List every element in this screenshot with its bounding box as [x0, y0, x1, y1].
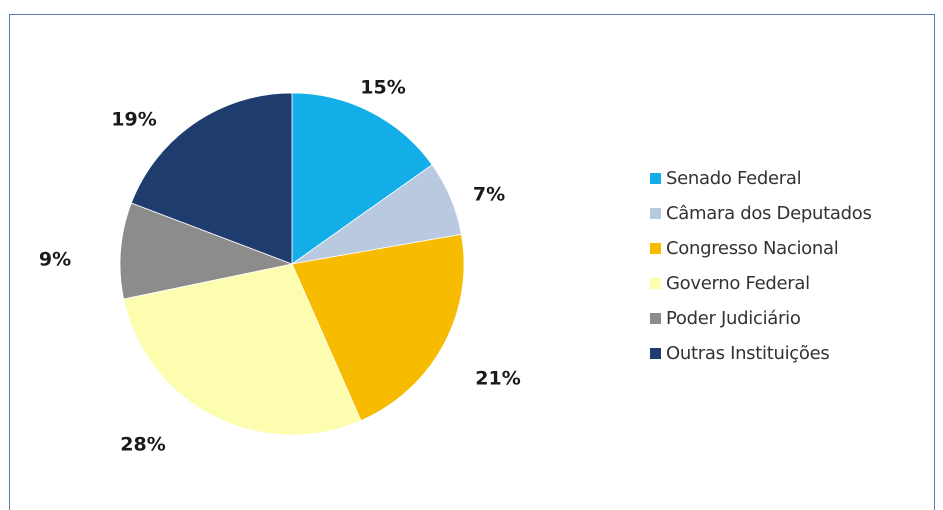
pie-slices: [119, 92, 465, 436]
legend-swatch: [650, 243, 661, 254]
legend-label: Governo Federal: [666, 273, 810, 294]
pie-slice-congresso-nacional: [291, 233, 465, 422]
legend-swatch: [650, 278, 661, 289]
legend-item-camara-dos-deputados: Câmara dos Deputados: [650, 196, 872, 231]
legend-swatch: [650, 348, 661, 359]
legend-item-poder-judiciario: Poder Judiciário: [650, 301, 872, 336]
pie-slice-senado-federal: [291, 92, 433, 265]
legend-swatch: [650, 208, 661, 219]
legend-item-governo-federal: Governo Federal: [650, 266, 872, 301]
legend-item-senado-federal: Senado Federal: [650, 161, 872, 196]
legend-label: Congresso Nacional: [666, 238, 839, 259]
value-label-camara-dos-deputados: 7%: [473, 184, 505, 206]
legend-label: Senado Federal: [666, 168, 802, 189]
legend: Senado Federal Câmara dos Deputados Congre…: [650, 161, 872, 371]
legend-label: Poder Judiciário: [666, 308, 801, 329]
legend-item-outras-instituicoes: Outras Instituições: [650, 336, 872, 371]
legend-label: Câmara dos Deputados: [666, 203, 872, 224]
legend-swatch: [650, 173, 661, 184]
value-label-poder-judiciario: 9%: [39, 249, 71, 271]
legend-label: Outras Instituições: [666, 343, 830, 364]
pie-slice-outras-instituicoes: [130, 92, 293, 265]
value-label-congresso-nacional: 21%: [475, 368, 520, 390]
value-label-governo-federal: 28%: [120, 434, 165, 456]
chart-frame: 15% 7% 21% 28% 9% 19% Senado Federal Câmara do…: [9, 14, 935, 510]
legend-swatch: [650, 313, 661, 324]
value-label-outras-instituicoes: 19%: [111, 109, 156, 131]
pie-chart: 15% 7% 21% 28% 9% 19%: [39, 77, 521, 456]
value-label-senado-federal: 15%: [360, 77, 405, 99]
pie-value-labels: 15% 7% 21% 28% 9% 19%: [39, 77, 521, 456]
pie-slice-governo-federal: [123, 263, 362, 436]
pie-slice-poder-judiciario: [119, 202, 294, 300]
legend-item-congresso-nacional: Congresso Nacional: [650, 231, 872, 266]
